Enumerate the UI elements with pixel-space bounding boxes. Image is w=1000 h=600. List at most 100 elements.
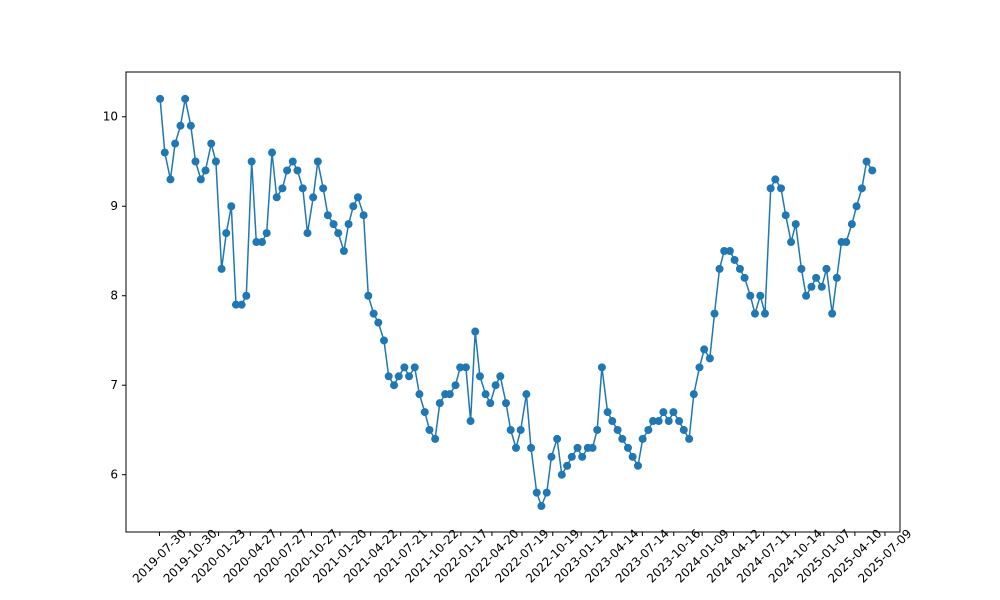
- data-point: [593, 425, 602, 434]
- data-point: [710, 309, 719, 318]
- plot-area: [125, 71, 901, 533]
- data-point: [390, 381, 399, 390]
- data-point: [298, 184, 307, 193]
- data-point: [435, 399, 444, 408]
- data-point: [166, 175, 175, 184]
- data-point: [186, 121, 195, 130]
- data-point: [695, 363, 704, 372]
- data-point: [817, 282, 826, 291]
- data-point: [760, 309, 769, 318]
- data-point: [857, 184, 866, 193]
- data-point: [258, 238, 267, 247]
- data-point: [832, 273, 841, 282]
- data-point: [181, 94, 190, 103]
- data-point: [654, 417, 663, 426]
- data-point: [369, 309, 378, 318]
- data-point: [268, 148, 277, 157]
- data-point: [553, 434, 562, 443]
- data-point: [852, 202, 861, 211]
- data-point: [201, 166, 210, 175]
- data-point: [659, 408, 668, 417]
- data-point: [262, 229, 271, 238]
- data-point: [669, 408, 678, 417]
- data-point: [537, 502, 546, 511]
- data-point: [597, 363, 606, 372]
- data-point: [394, 372, 403, 381]
- y-tick-label: 7: [110, 378, 118, 392]
- data-point: [563, 461, 572, 470]
- data-point: [211, 157, 220, 166]
- data-point: [750, 309, 759, 318]
- data-point: [547, 452, 556, 461]
- data-point: [344, 220, 353, 229]
- data-point: [623, 443, 632, 452]
- data-point: [807, 282, 816, 291]
- data-point: [252, 238, 261, 247]
- data-point: [689, 390, 698, 399]
- data-point: [405, 372, 414, 381]
- data-point: [374, 318, 383, 327]
- data-point: [730, 255, 739, 264]
- data-point: [588, 443, 597, 452]
- data-point: [227, 202, 236, 211]
- data-point: [176, 121, 185, 130]
- y-tick-label: 6: [110, 468, 118, 482]
- data-point: [303, 229, 312, 238]
- data-point: [278, 184, 287, 193]
- data-point: [231, 300, 240, 309]
- data-point: [822, 264, 831, 273]
- data-point: [664, 417, 673, 426]
- data-point: [542, 488, 551, 497]
- data-point: [725, 246, 734, 255]
- y-tick-label: 10: [103, 110, 118, 124]
- data-point: [603, 408, 612, 417]
- data-point: [359, 211, 368, 220]
- data-point: [222, 229, 231, 238]
- data-point: [272, 193, 281, 202]
- data-point: [506, 425, 515, 434]
- data-point: [828, 309, 837, 318]
- data-point: [633, 461, 642, 470]
- data-point: [777, 184, 786, 193]
- data-point: [679, 425, 688, 434]
- data-point: [420, 408, 429, 417]
- data-point: [649, 417, 658, 426]
- data-point: [501, 399, 510, 408]
- data-point: [486, 399, 495, 408]
- data-point: [802, 291, 811, 300]
- data-point: [797, 264, 806, 273]
- data-point: [353, 193, 362, 202]
- data-point: [735, 264, 744, 273]
- data-point: [445, 390, 454, 399]
- data-point: [842, 238, 851, 247]
- data-point: [380, 336, 388, 345]
- data-point: [196, 175, 205, 184]
- data-point: [323, 211, 332, 220]
- data-point: [191, 157, 200, 166]
- data-point: [400, 363, 409, 372]
- data-point: [329, 220, 338, 229]
- data-point: [644, 425, 653, 434]
- data-point: [466, 417, 475, 426]
- data-point: [791, 220, 800, 229]
- data-point: [766, 184, 775, 193]
- data-point: [675, 417, 684, 426]
- data-point: [475, 372, 484, 381]
- data-point: [471, 327, 480, 336]
- data-point: [868, 166, 877, 175]
- data-point: [771, 175, 780, 184]
- data-point: [288, 157, 297, 166]
- data-point: [516, 425, 525, 434]
- data-point: [410, 363, 419, 372]
- data-point: [283, 166, 292, 175]
- data-point: [309, 193, 318, 202]
- data-point: [415, 390, 424, 399]
- data-point: [461, 363, 470, 372]
- data-point: [567, 452, 576, 461]
- data-point: [847, 220, 856, 229]
- data-point: [319, 184, 328, 193]
- data-point: [431, 434, 440, 443]
- data-point: [451, 381, 460, 390]
- data-point: [740, 273, 749, 282]
